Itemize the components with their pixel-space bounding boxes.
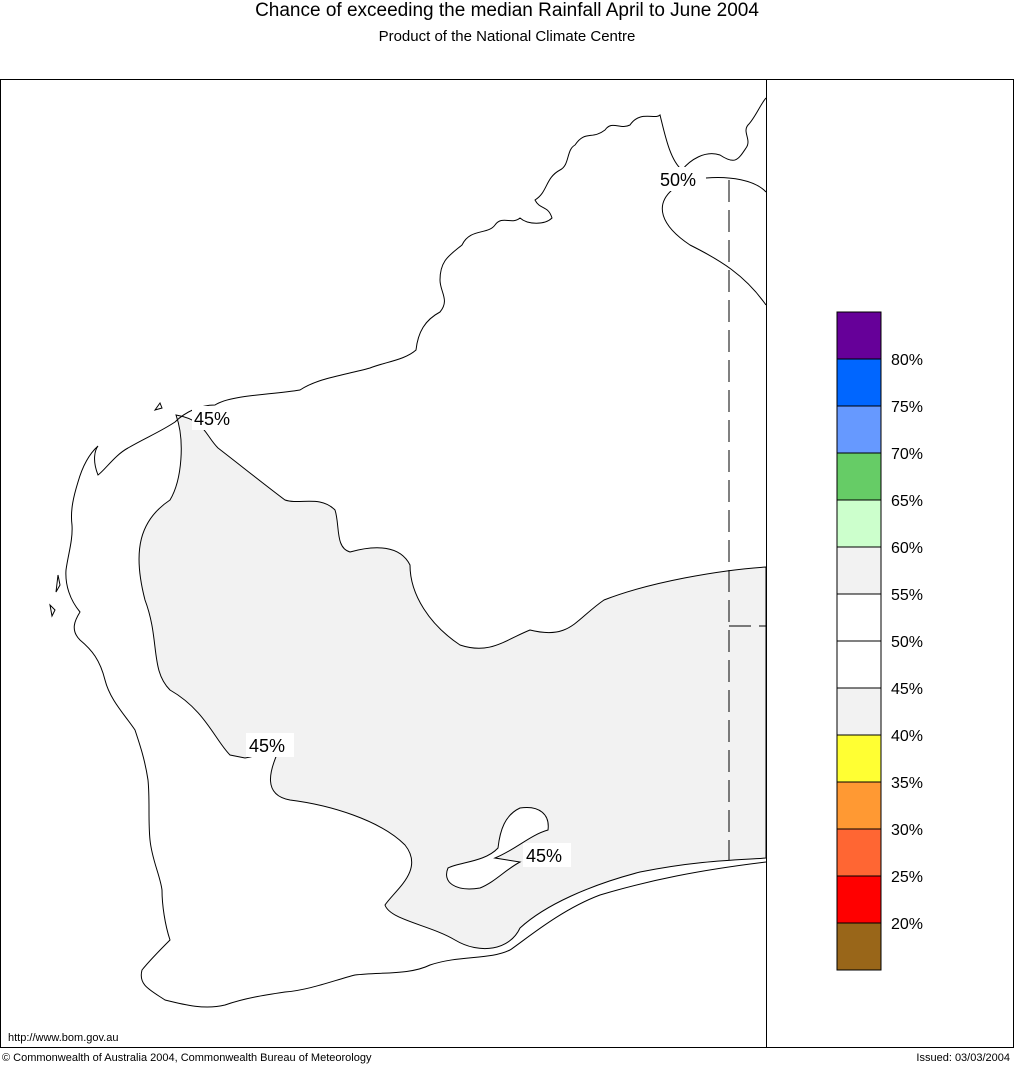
legend-label: 25% [891,869,923,886]
legend-swatch [836,640,882,689]
legend-swatch [836,546,882,595]
legend-label: 40% [891,728,923,745]
legend-swatch [836,734,882,783]
legend-swatch [836,405,882,454]
website-url: http://www.bom.gov.au [8,1032,119,1044]
legend-swatch [836,593,882,642]
contour-label-north: 50% [660,170,696,190]
legend-label: 75% [891,399,923,416]
legend-label: 70% [891,446,923,463]
legend-label: 80% [891,352,923,369]
map-title: Chance of exceeding the median Rainfall … [255,0,759,21]
legend-swatch [836,452,882,501]
island-3 [49,603,56,618]
contour-label-south: 45% [526,846,562,866]
contour-label-west: 45% [194,409,230,429]
legend-swatch [836,781,882,830]
probability-region-45-50-island [446,806,549,890]
legend-label: 60% [891,540,923,557]
legend-label: 30% [891,822,923,839]
probability-region-40-45 [138,414,766,950]
contour-label-central: 45% [249,736,285,756]
probability-legend: 80% 75% 70% 65% 60% 55% 50% 45% 40% 35% 30% 25% 20% [836,311,923,971]
coastline [65,97,766,1008]
legend-swatch [836,499,882,548]
copyright-notice: © Commonwealth of Australia 2004, Common… [2,1052,372,1064]
legend-swatch [836,311,882,360]
legend-label: 50% [891,634,923,651]
legend-swatch [836,922,882,971]
legend-swatch [836,875,882,924]
island-1 [153,401,163,411]
legend-swatch [836,358,882,407]
legend-label: 65% [891,493,923,510]
map-subtitle: Product of the National Climate Centre [378,28,636,45]
contour-50 [661,189,766,306]
contour-50-upper [705,177,766,193]
legend-swatch [836,828,882,877]
legend-label: 20% [891,916,923,933]
island-2 [55,574,61,593]
legend-label: 45% [891,681,923,698]
legend-swatch [836,687,882,736]
legend-label: 35% [891,775,923,792]
issued-date: Issued: 03/03/2004 [916,1052,1010,1064]
legend-label: 55% [891,587,923,604]
